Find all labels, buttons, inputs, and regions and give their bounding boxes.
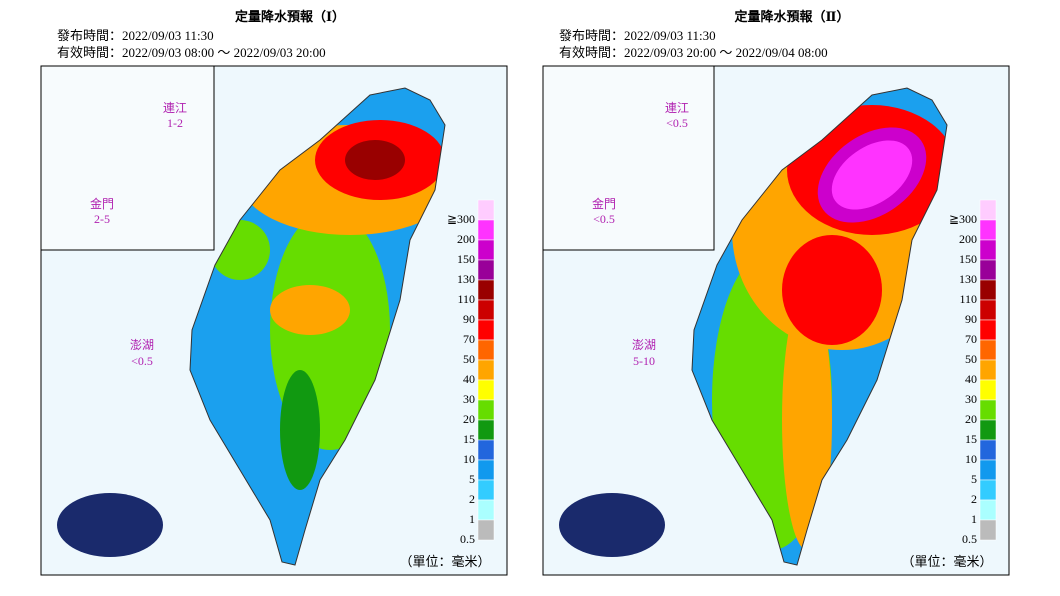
logo <box>559 493 665 557</box>
legend-label: 20 <box>965 412 977 426</box>
legend-swatch <box>477 519 495 541</box>
legend-swatch <box>979 459 997 481</box>
legend-label: 90 <box>965 312 977 326</box>
island-name: 連江 <box>163 101 187 115</box>
legend-swatch <box>979 359 997 381</box>
legend-swatch <box>477 499 495 521</box>
legend-label: 150 <box>457 252 475 266</box>
legend-label: ≧300 <box>447 212 475 226</box>
legend-label: 40 <box>965 372 977 386</box>
legend-swatch <box>979 279 997 301</box>
legend-swatch <box>979 499 997 521</box>
legend-swatch <box>477 479 495 501</box>
island-name: 金門 <box>90 196 114 211</box>
legend-label: 5 <box>469 472 475 486</box>
legend-label: 10 <box>463 452 475 466</box>
legend-swatch <box>477 299 495 321</box>
legend-label: 1 <box>469 512 475 526</box>
inset-frame <box>542 65 715 251</box>
legend-swatch <box>477 379 495 401</box>
legend-label: 15 <box>965 432 977 446</box>
legend-swatch <box>477 459 495 481</box>
island-range: <0.5 <box>131 354 153 368</box>
legend-swatch <box>477 219 495 241</box>
legend-swatch <box>477 439 495 461</box>
valid-time: 有效時間：2022/09/03 20:00 ～ 2022/09/04 08:00 <box>559 45 828 60</box>
legend-label: 2 <box>469 492 475 506</box>
island-name: 澎湖 <box>130 337 154 352</box>
legend-label: 2 <box>971 492 977 506</box>
island-name: 金門 <box>592 196 616 211</box>
unit: （單位：毫米） <box>399 554 490 569</box>
legend-label: 30 <box>463 392 475 406</box>
legend-label: 0.5 <box>460 532 475 546</box>
legend-label: 200 <box>457 232 475 246</box>
legend-label: 50 <box>965 352 977 366</box>
legend-swatch <box>477 279 495 301</box>
legend-swatch <box>477 339 495 361</box>
legend-swatch <box>477 399 495 421</box>
logo <box>57 493 163 557</box>
panel: 定量降水預報（Ⅱ） 發布時間：2022/09/03 11:30 有效時間：202… <box>542 9 1010 576</box>
legend-label: 20 <box>463 412 475 426</box>
unit: （單位：毫米） <box>901 554 992 569</box>
legend-swatch <box>477 199 495 221</box>
legend-label: ≧300 <box>949 212 977 226</box>
legend-swatch <box>979 199 997 221</box>
legend-swatch <box>477 239 495 261</box>
legend-swatch <box>979 519 997 541</box>
issued-time: 發布時間：2022/09/03 11:30 <box>57 28 214 43</box>
legend-label: 5 <box>971 472 977 486</box>
legend-swatch <box>979 399 997 421</box>
legend-label: 110 <box>457 292 475 306</box>
legend-label: 110 <box>959 292 977 306</box>
valid-time: 有效時間：2022/09/03 08:00 ～ 2022/09/03 20:00 <box>57 45 326 60</box>
legend-label: 130 <box>457 272 475 286</box>
legend-swatch <box>979 379 997 401</box>
legend-swatch <box>979 419 997 441</box>
title: 定量降水預報（Ⅱ） <box>734 9 850 24</box>
island-range: 1-2 <box>167 116 183 130</box>
legend-label: 90 <box>463 312 475 326</box>
island-range: 2-5 <box>94 212 110 226</box>
legend-label: 1 <box>971 512 977 526</box>
legend-swatch <box>477 419 495 441</box>
legend-label: 10 <box>965 452 977 466</box>
legend-label: 70 <box>965 332 977 346</box>
island-range: <0.5 <box>666 116 688 130</box>
legend-label: 150 <box>959 252 977 266</box>
legend-label: 130 <box>959 272 977 286</box>
legend-label: 50 <box>463 352 475 366</box>
legend-label: 30 <box>965 392 977 406</box>
island-range: <0.5 <box>593 212 615 226</box>
legend-label: 15 <box>463 432 475 446</box>
panel: 定量降水預報（Ⅰ） 發布時間：2022/09/03 11:30 有效時間：202… <box>40 9 508 576</box>
title: 定量降水預報（Ⅰ） <box>234 9 345 24</box>
legend-swatch <box>979 439 997 461</box>
legend-swatch <box>979 339 997 361</box>
legend-label: 0.5 <box>962 532 977 546</box>
issued-time: 發布時間：2022/09/03 11:30 <box>559 28 716 43</box>
island-range: 5-10 <box>633 354 655 368</box>
legend-label: 70 <box>463 332 475 346</box>
inset-frame <box>40 65 215 251</box>
legend-swatch <box>979 259 997 281</box>
legend-label: 40 <box>463 372 475 386</box>
legend-swatch <box>477 359 495 381</box>
legend-swatch <box>477 259 495 281</box>
legend-swatch <box>979 479 997 501</box>
legend-swatch <box>979 319 997 341</box>
island-name: 澎湖 <box>632 337 656 352</box>
legend-swatch <box>979 219 997 241</box>
island-name: 連江 <box>665 101 689 115</box>
legend-swatch <box>979 239 997 261</box>
legend-swatch <box>979 299 997 321</box>
legend-swatch <box>477 319 495 341</box>
legend-label: 200 <box>959 232 977 246</box>
